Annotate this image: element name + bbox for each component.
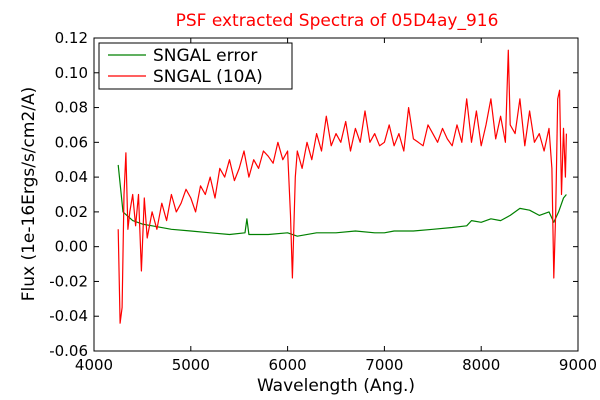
legend-label-error: SNGAL error bbox=[153, 46, 257, 66]
y-tick-label: 0.10 bbox=[55, 64, 88, 82]
series-line-sngal-10a bbox=[117, 49, 567, 324]
legend-label-sngal: SNGAL (10A) bbox=[153, 67, 263, 87]
y-tick-label: -0.04 bbox=[49, 307, 88, 325]
x-tick-label: 5000 bbox=[172, 356, 210, 374]
series-line-sngal-error bbox=[117, 164, 567, 237]
x-tick-label: 7000 bbox=[365, 356, 403, 374]
x-tick-label: 4000 bbox=[75, 356, 113, 374]
plot-frame bbox=[93, 37, 579, 352]
y-tick-label: -0.06 bbox=[49, 342, 88, 360]
legend: SNGAL error SNGAL (10A) bbox=[98, 42, 293, 90]
y-axis-label: Flux (1e-16Ergs/s/cm2/A) bbox=[19, 87, 39, 302]
y-tick-label: 0.06 bbox=[55, 133, 88, 151]
y-tick-label: 0.02 bbox=[55, 203, 88, 221]
x-tick-label: 9000 bbox=[559, 356, 597, 374]
chart-title: PSF extracted Spectra of 05D4ay_916 bbox=[176, 11, 499, 31]
y-tick-label: 0.00 bbox=[55, 238, 88, 256]
y-tick-label: 0.04 bbox=[55, 168, 88, 186]
y-tick-label: -0.02 bbox=[49, 272, 88, 290]
y-axis: -0.06 -0.04 -0.02 0.00 0.02 0.04 0.06 0.08 0.10 0… bbox=[49, 29, 578, 360]
x-tick-label: 6000 bbox=[269, 356, 307, 374]
x-axis: 4000 5000 6000 7000 8000 9000 bbox=[75, 38, 597, 374]
x-tick-label: 8000 bbox=[462, 356, 500, 374]
y-tick-label: 0.08 bbox=[55, 99, 88, 117]
y-tick-label: 0.12 bbox=[55, 29, 88, 47]
legend-box bbox=[98, 42, 293, 90]
x-axis-label: Wavelength (Ang.) bbox=[257, 376, 415, 396]
plot-area bbox=[117, 49, 567, 324]
